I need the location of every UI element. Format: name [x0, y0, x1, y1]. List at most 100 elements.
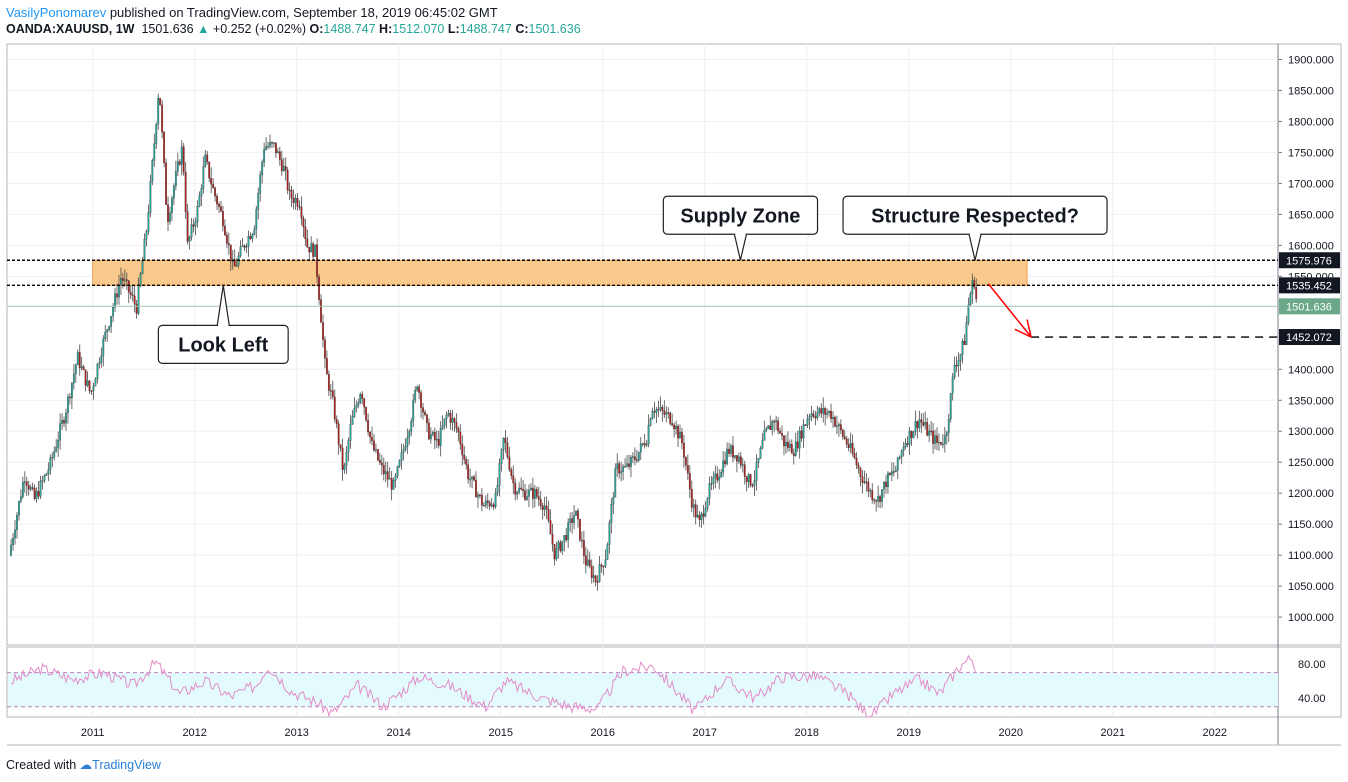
candle	[588, 551, 591, 569]
close-label: C:	[515, 22, 529, 36]
candle	[804, 424, 807, 426]
candle	[608, 519, 611, 554]
candle	[898, 455, 901, 460]
candle	[288, 182, 291, 200]
candle	[59, 413, 62, 450]
candle	[214, 186, 216, 202]
candle	[271, 141, 273, 149]
candle	[875, 499, 878, 512]
candle	[459, 424, 462, 451]
candle	[418, 383, 421, 400]
rsi-line	[10, 654, 977, 718]
candle	[571, 512, 574, 534]
x-tick-label: 2012	[182, 727, 206, 739]
candle	[70, 382, 73, 409]
candle	[398, 459, 401, 469]
candle	[276, 148, 279, 154]
candle	[365, 406, 368, 422]
candle	[940, 441, 942, 446]
y-tick-label: 1100.000	[1288, 550, 1333, 562]
candle	[790, 439, 793, 454]
candle	[869, 488, 872, 498]
candle	[345, 445, 348, 475]
candle	[887, 471, 889, 494]
tradingview-brand[interactable]: TradingView	[92, 758, 161, 772]
candle	[859, 466, 862, 487]
candle	[424, 409, 426, 417]
candle	[618, 460, 621, 479]
candle	[318, 273, 320, 305]
candle	[508, 446, 511, 473]
candle	[922, 413, 925, 428]
level-price-label-bg	[1279, 277, 1340, 294]
candle	[577, 508, 579, 528]
candle	[290, 185, 293, 207]
y-tick-label: 1200.000	[1288, 488, 1334, 500]
candle	[579, 519, 581, 542]
candle	[247, 230, 250, 257]
candle	[282, 157, 285, 172]
candle	[243, 244, 246, 252]
candle	[82, 364, 85, 371]
candle	[959, 353, 962, 371]
candle	[741, 457, 744, 473]
candle	[824, 406, 827, 426]
candle	[543, 496, 546, 517]
callout[interactable]: Structure Respected?	[842, 195, 1108, 261]
candle	[524, 483, 526, 502]
candle	[649, 417, 652, 427]
callout-text: Look Left	[178, 334, 268, 356]
candle	[881, 489, 883, 508]
x-tick-label: 2020	[999, 727, 1023, 739]
candle	[488, 500, 491, 511]
high-label: H:	[379, 22, 393, 36]
candle	[669, 411, 672, 426]
candle	[506, 436, 509, 460]
candle	[581, 531, 583, 549]
candle	[677, 424, 679, 447]
candle	[25, 476, 28, 497]
rsi-tick-label: 80.00	[1298, 659, 1326, 671]
candle	[292, 189, 295, 210]
candle	[518, 482, 521, 495]
candle	[704, 501, 707, 518]
candle	[539, 491, 542, 510]
supply-zone[interactable]	[92, 259, 1028, 286]
rsi-band	[8, 672, 1278, 707]
candle	[12, 533, 14, 551]
candle	[681, 427, 683, 450]
candle	[357, 398, 360, 409]
candle	[963, 334, 966, 346]
candle	[465, 456, 468, 470]
candle	[779, 427, 781, 435]
candle	[645, 440, 648, 447]
candle	[102, 335, 105, 367]
candle	[241, 237, 244, 248]
candle	[367, 413, 370, 436]
candle	[857, 461, 860, 474]
candle	[663, 400, 666, 419]
y-tick-label: 1300.000	[1288, 426, 1334, 438]
candle	[473, 474, 475, 482]
candle	[208, 161, 211, 183]
candle	[480, 488, 483, 512]
candle	[96, 363, 99, 384]
candle	[326, 350, 328, 375]
candle	[945, 430, 948, 445]
candle	[928, 424, 931, 443]
y-tick-label: 1800.000	[1288, 116, 1334, 128]
candle	[614, 463, 617, 498]
candle	[37, 480, 40, 500]
candle	[735, 455, 738, 473]
callout[interactable]: Look Left	[157, 285, 289, 364]
author-link[interactable]: VasilyPonomarev	[6, 5, 107, 20]
candle	[598, 555, 601, 583]
x-tick-label: 2014	[386, 727, 410, 739]
candle	[363, 397, 366, 415]
candle	[47, 462, 50, 482]
callout[interactable]: Supply Zone	[662, 195, 819, 261]
candle	[796, 430, 799, 452]
candle	[655, 406, 658, 423]
projection-arrow[interactable]	[987, 283, 1032, 338]
